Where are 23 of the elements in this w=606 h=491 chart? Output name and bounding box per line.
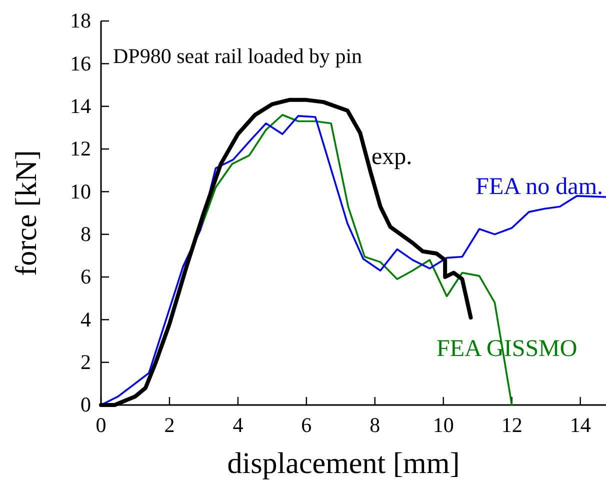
y-axis-title: force [kN] — [10, 150, 43, 276]
x-tick-label: 14 — [570, 412, 592, 437]
y-tick-label: 14 — [70, 94, 92, 118]
y-tick-label: 18 — [70, 8, 91, 33]
x-tick-label: 6 — [301, 412, 312, 437]
x-tick-label: 0 — [96, 412, 106, 437]
y-tick-label: 10 — [70, 179, 91, 204]
y-tick-label: 6 — [80, 264, 91, 289]
x-tick-label: 10 — [432, 412, 454, 437]
y-tick-label: 2 — [80, 350, 91, 374]
x-tick-label: 8 — [370, 412, 380, 437]
x-tick-label: 4 — [232, 412, 244, 437]
x-axis-title: displacement [mm] — [227, 447, 460, 480]
x-tick-label: 2 — [164, 412, 175, 437]
series-label: exp. — [371, 144, 412, 170]
y-tick-label: 16 — [70, 51, 91, 76]
y-tick-label: 0 — [80, 392, 91, 417]
y-tick-label: 12 — [70, 136, 91, 161]
x-tick-label: 12 — [501, 412, 522, 437]
series-label: FEA no dam. — [476, 174, 603, 200]
text: DP980 seat rail loaded by pin — [113, 44, 363, 68]
y-tick-label: 4 — [80, 307, 92, 332]
y-tick-label: 8 — [80, 222, 91, 246]
